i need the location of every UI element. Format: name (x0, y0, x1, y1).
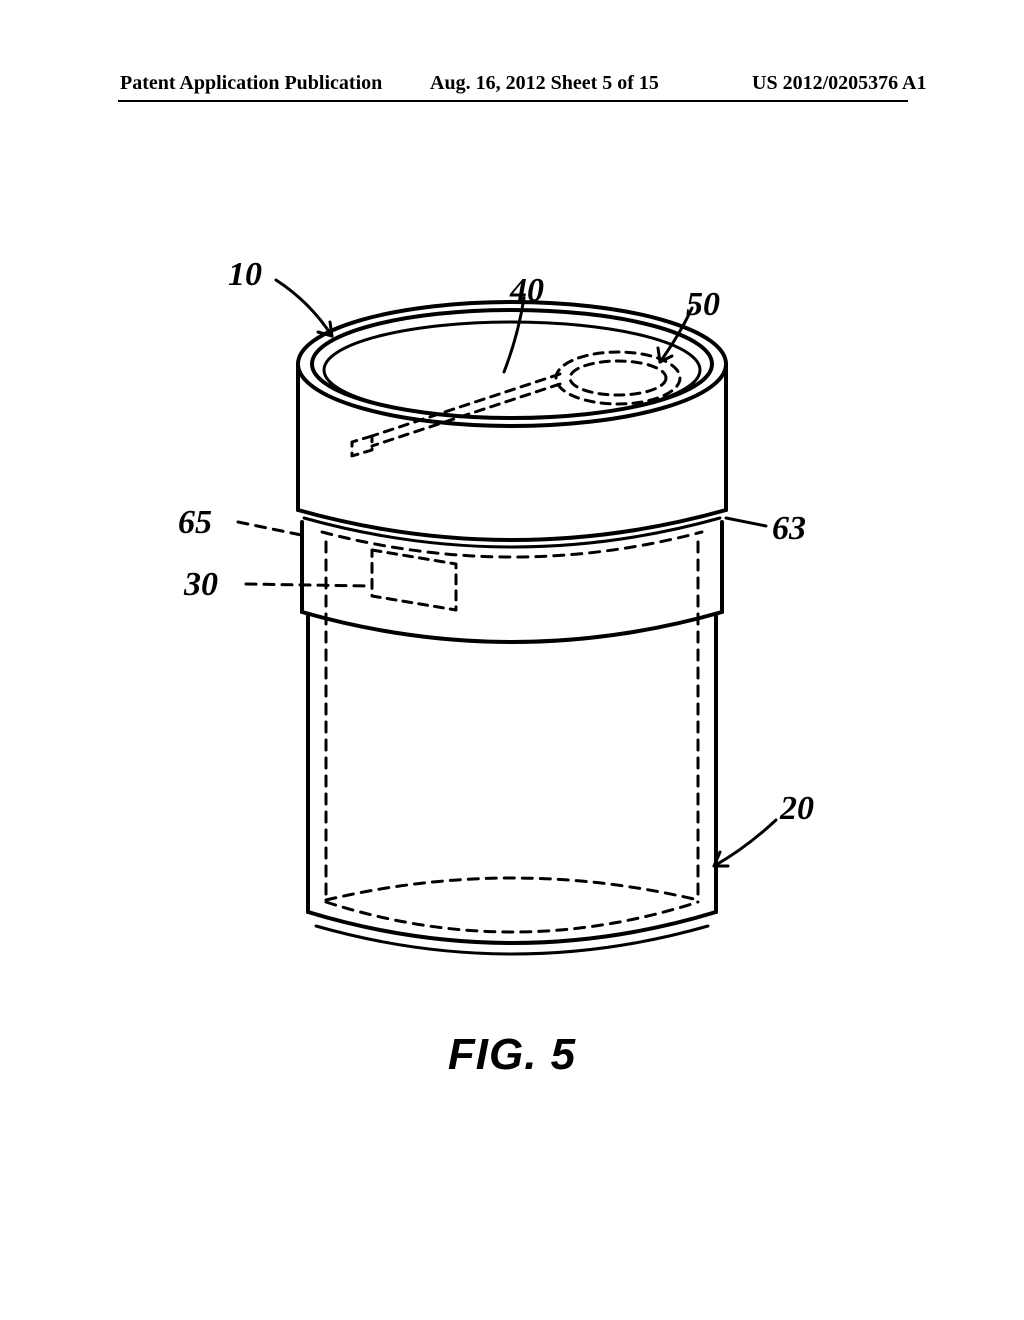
callout-30: 30 (184, 566, 218, 604)
lid-bead-front (298, 510, 726, 540)
callout-20: 20 (780, 790, 814, 828)
header-date-sheet: Aug. 16, 2012 Sheet 5 of 15 (430, 72, 659, 95)
header-pub-number: US 2012/0205376 A1 (752, 72, 926, 95)
patent-figure-page: Patent Application Publication Aug. 16, … (0, 0, 1024, 1320)
callout-10: 10 (228, 256, 262, 294)
figure-caption: FIG. 5 (0, 1030, 1024, 1080)
header-publication-type: Patent Application Publication (120, 72, 382, 95)
overcap-window (372, 550, 456, 610)
header-rule (118, 100, 908, 102)
container-lower-outline (308, 616, 716, 954)
callout-50: 50 (686, 286, 720, 324)
figure-5: 10 40 50 65 30 63 20 (120, 250, 904, 1010)
callout-63: 63 (772, 510, 806, 548)
jar-body-hidden (322, 532, 702, 932)
lid-top (324, 322, 700, 418)
callout-40: 40 (510, 272, 544, 310)
figure-5-drawing (120, 250, 904, 1010)
leaders (238, 280, 776, 866)
callout-65: 65 (178, 504, 212, 542)
spoon (352, 352, 680, 456)
